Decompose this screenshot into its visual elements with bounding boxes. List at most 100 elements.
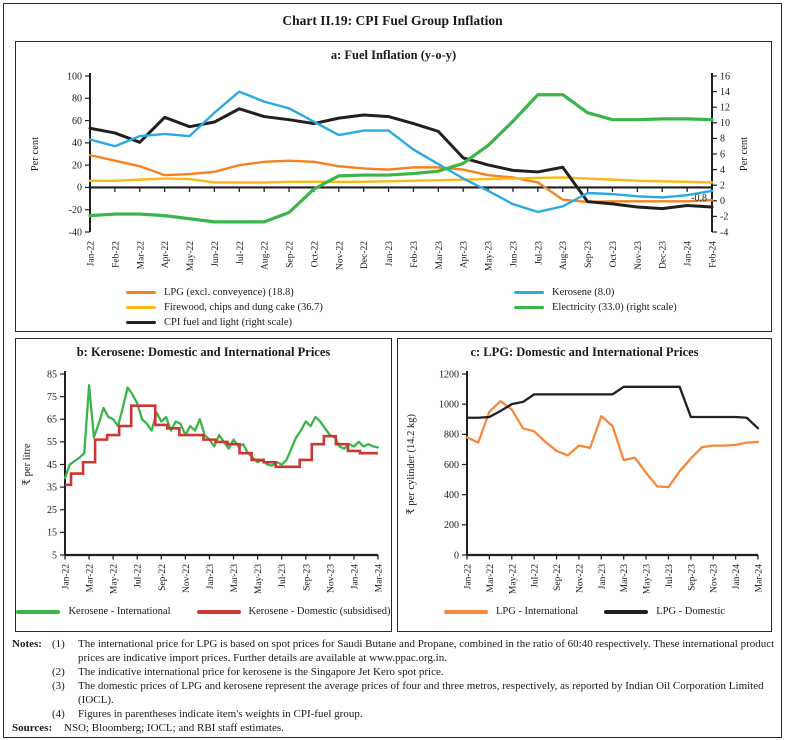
legend-fuel-inflation: LPG (excl. conveyence) (18.8) Firewood, … xyxy=(16,285,771,331)
svg-text:Jun-22: Jun-22 xyxy=(211,241,221,267)
svg-text:4: 4 xyxy=(720,165,725,176)
svg-text:85: 85 xyxy=(47,369,57,380)
svg-text:₹ per litre: ₹ per litre xyxy=(22,443,33,486)
svg-text:-20: -20 xyxy=(69,205,82,216)
svg-text:1200: 1200 xyxy=(439,369,459,380)
svg-text:Jul-23: Jul-23 xyxy=(665,564,675,588)
svg-text:Sep-22: Sep-22 xyxy=(553,564,563,591)
svg-text:Jul-23: Jul-23 xyxy=(534,241,544,265)
svg-text:Mar-23: Mar-23 xyxy=(620,564,630,593)
svg-text:16: 16 xyxy=(720,71,730,82)
panel-c-title: c: LPG: Domestic and International Price… xyxy=(470,345,699,359)
svg-text:Jul-22: Jul-22 xyxy=(236,241,246,265)
svg-text:800: 800 xyxy=(444,430,459,441)
svg-text:May-22: May-22 xyxy=(186,241,196,271)
note-text: The indicative international price for k… xyxy=(78,666,444,678)
svg-text:Jan-22: Jan-22 xyxy=(87,241,97,267)
legend-item-kerosene-intl: Kerosene - International xyxy=(16,604,171,619)
svg-text:0: 0 xyxy=(77,183,82,194)
svg-text:40: 40 xyxy=(72,138,82,149)
svg-text:Nov-23: Nov-23 xyxy=(326,564,336,593)
svg-text:Mar-24: Mar-24 xyxy=(755,564,765,593)
svg-text:Nov-22: Nov-22 xyxy=(575,564,585,593)
legend-item-lpg-domestic: LPG - Domestic xyxy=(604,604,725,619)
svg-text:0: 0 xyxy=(454,550,459,561)
legend-column-left: LPG (excl. conveyence) (18.8) Firewood, … xyxy=(126,285,323,330)
svg-text:100: 100 xyxy=(67,71,82,82)
legend-label: Electricity (33.0) (right scale) xyxy=(552,302,677,313)
legend-item-kerosene-domestic: Kerosene - Domestic (subsidised) xyxy=(196,604,391,619)
svg-text:Jan-23: Jan-23 xyxy=(385,241,395,267)
legend-item-kerosene: Kerosene (8.0) xyxy=(514,285,677,300)
svg-text:May-22: May-22 xyxy=(110,564,120,594)
svg-text:Jul-23: Jul-23 xyxy=(278,564,288,588)
figure-frame: Chart II.19: CPI Fuel Group Inflation a:… xyxy=(3,3,782,738)
svg-text:600: 600 xyxy=(444,460,459,471)
svg-text:Dec-23: Dec-23 xyxy=(659,241,669,269)
svg-text:75: 75 xyxy=(47,392,57,403)
svg-text:200: 200 xyxy=(444,520,459,531)
svg-text:Jan-22: Jan-22 xyxy=(464,564,474,590)
svg-text:Nov-23: Nov-23 xyxy=(710,564,720,593)
svg-text:2: 2 xyxy=(720,181,725,192)
svg-text:400: 400 xyxy=(444,490,459,501)
svg-text:6: 6 xyxy=(720,149,725,160)
kerosene-prices-chart: 5 15 25 35 45 55 65 75 85 Jan-22 Mar-22 May-22 Jul-2… xyxy=(22,369,385,594)
svg-text:Per cent: Per cent xyxy=(739,137,750,171)
lpg-legend-chip xyxy=(126,290,156,295)
svg-text:Feb-22: Feb-22 xyxy=(111,241,121,268)
svg-text:Dec-22: Dec-22 xyxy=(360,241,370,269)
svg-text:Oct-22: Oct-22 xyxy=(310,241,320,268)
svg-text:Mar-22: Mar-22 xyxy=(486,564,496,593)
svg-text:10: 10 xyxy=(720,118,730,129)
svg-text:45: 45 xyxy=(47,460,57,471)
panel-fuel-inflation: a: Fuel Inflation (y-o-y) -40 -20 0 20 40 60 8… xyxy=(15,41,772,332)
panel-kerosene-prices: b: Kerosene: Domestic and International … xyxy=(15,338,392,632)
svg-text:60: 60 xyxy=(72,116,82,127)
lpg-prices-chart: 0 200 400 600 800 1000 1200 Jan-22 Mar-22 May-22 J… xyxy=(406,369,765,594)
svg-text:Feb-23: Feb-23 xyxy=(410,241,420,268)
svg-text:Nov-22: Nov-22 xyxy=(182,564,192,593)
svg-text:Jan-23: Jan-23 xyxy=(206,564,216,590)
legend-label: LPG - Domestic xyxy=(656,606,726,617)
svg-text:12: 12 xyxy=(720,103,730,114)
sources-text: NSO; Bloomberg; IOCL; and RBI staff esti… xyxy=(64,722,284,734)
svg-text:Mar-23: Mar-23 xyxy=(435,241,445,270)
svg-text:-0.8: -0.8 xyxy=(691,193,707,204)
svg-text:Sep-23: Sep-23 xyxy=(584,241,594,268)
legend-item-cpi-fuel: CPI fuel and light (right scale) xyxy=(126,315,323,330)
svg-text:-40: -40 xyxy=(69,227,82,238)
cpi-fuel-legend-chip xyxy=(126,320,156,325)
svg-text:25: 25 xyxy=(47,505,57,516)
kerosene-legend-chip xyxy=(514,290,544,295)
svg-text:Jul-22: Jul-22 xyxy=(531,564,541,588)
svg-text:-4: -4 xyxy=(720,227,728,238)
legend-lpg-prices: LPG - International LPG - Domestic xyxy=(398,604,771,619)
note-text: The domestic prices of LPG and kerosene … xyxy=(78,680,764,706)
svg-text:20: 20 xyxy=(72,160,82,171)
electricity-legend-chip xyxy=(514,305,544,310)
svg-text:65: 65 xyxy=(47,415,57,426)
svg-text:35: 35 xyxy=(47,482,57,493)
note-number: (4) xyxy=(52,708,65,720)
svg-text:8: 8 xyxy=(720,134,725,145)
svg-text:15: 15 xyxy=(47,528,57,539)
svg-text:Jun-23: Jun-23 xyxy=(509,241,519,267)
note-text: The international price for LPG is based… xyxy=(78,638,775,664)
svg-text:Nov-22: Nov-22 xyxy=(335,241,345,270)
fuel-inflation-chart: -40-20020406080100-4-20246810121416Jan-2… xyxy=(30,71,750,271)
svg-text:1000: 1000 xyxy=(439,399,459,410)
notes: Notes: (1) The international price for L… xyxy=(12,637,776,735)
svg-text:Mar-22: Mar-22 xyxy=(136,241,146,270)
kerosene-domestic-legend-chip xyxy=(196,609,241,614)
legend-label: Kerosene (8.0) xyxy=(552,287,615,298)
svg-text:80: 80 xyxy=(72,94,82,105)
svg-text:-2: -2 xyxy=(720,212,728,223)
svg-text:55: 55 xyxy=(47,437,57,448)
svg-text:Jul-22: Jul-22 xyxy=(134,564,144,588)
note-text: Figures in parentheses indicate item's w… xyxy=(78,708,363,720)
legend-item-lpg: LPG (excl. conveyence) (18.8) xyxy=(126,285,323,300)
legend-label: Firewood, chips and dung cake (36.7) xyxy=(164,302,323,313)
svg-text:Apr-22: Apr-22 xyxy=(161,241,171,268)
legend-kerosene-prices: Kerosene - International Kerosene - Dome… xyxy=(16,604,391,619)
